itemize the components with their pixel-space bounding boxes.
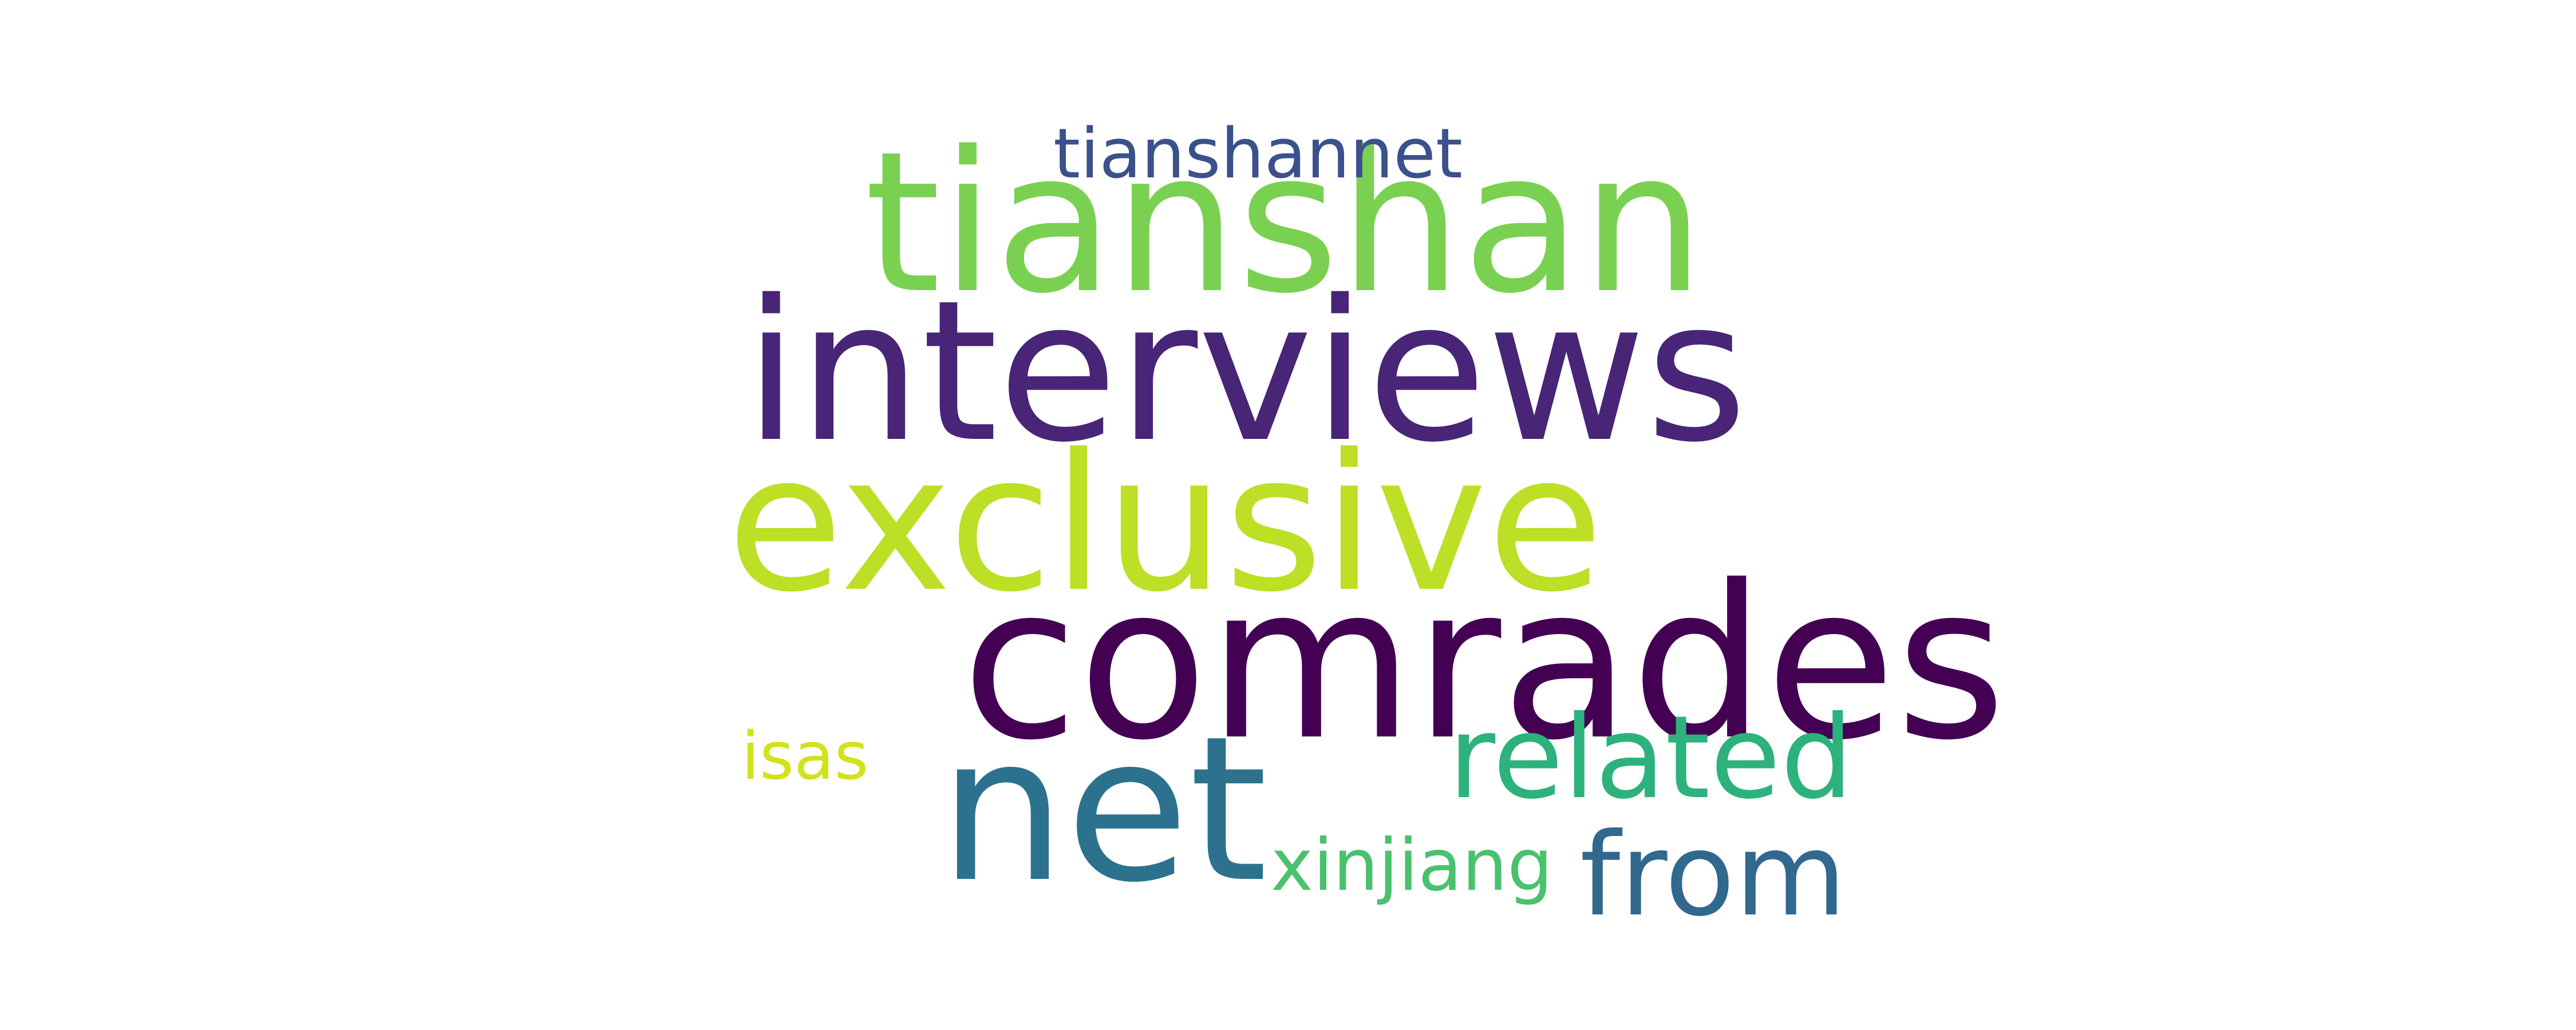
word-exclusive: exclusive [727, 414, 1603, 633]
word-isas: isas [741, 718, 869, 795]
word-comrades: comrades [962, 541, 2006, 787]
word-related: related [1448, 691, 1854, 825]
word-from: from [1580, 809, 1847, 942]
word-tianshannet: tianshannet [1053, 114, 1463, 194]
word-tianshan: tianshan [864, 110, 1705, 336]
word-xinjiang: xinjiang [1271, 824, 1553, 907]
word-net: net [939, 693, 1268, 926]
word-interviews: interviews [744, 259, 1748, 485]
